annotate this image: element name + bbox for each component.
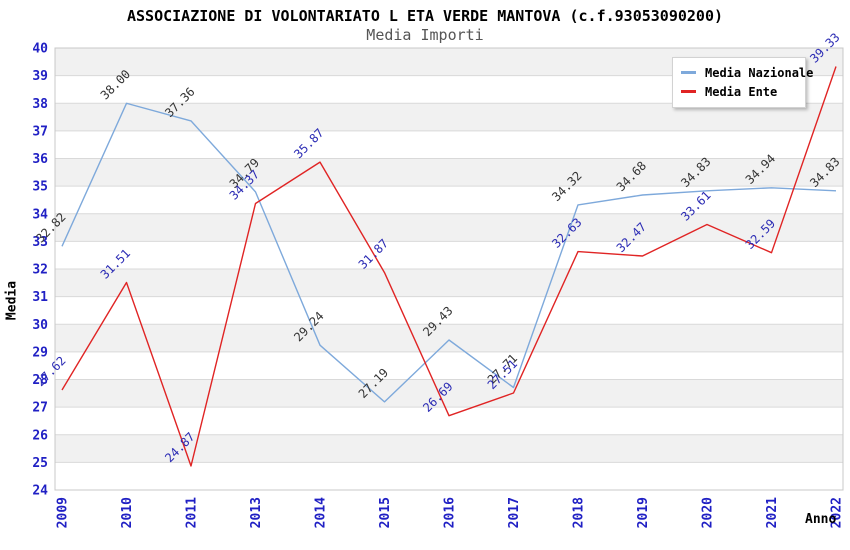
y-tick-label: 27: [32, 401, 48, 416]
y-tick-label: 28: [32, 373, 48, 388]
y-tick-label: 36: [32, 152, 48, 167]
y-tick-label: 33: [32, 235, 48, 250]
x-tick-label: 2022: [830, 497, 845, 528]
x-tick-label: 2019: [636, 497, 651, 528]
x-tick-label: 2020: [701, 497, 716, 528]
y-tick-label: 39: [32, 69, 48, 84]
zebra-band: [55, 213, 843, 242]
x-tick-label: 2021: [765, 497, 780, 528]
x-tick-label: 2009: [56, 497, 71, 528]
x-tick-label: 2010: [120, 497, 135, 528]
y-tick-label: 26: [32, 428, 48, 443]
x-tick-label: 2018: [572, 497, 587, 528]
x-tick-label: 2015: [378, 497, 393, 528]
series-line-media-ente: [61, 66, 837, 467]
x-axis-title: Anno: [805, 512, 837, 527]
zebra-band: [55, 158, 843, 187]
x-tick-label: 2016: [443, 497, 458, 528]
zebra-band: [55, 379, 843, 408]
zebra-band: [55, 324, 843, 352]
y-tick-label: 29: [32, 345, 48, 360]
y-tick-label: 37: [32, 124, 48, 139]
y-tick-label: 24: [32, 484, 48, 499]
y-tick-label: 34: [32, 207, 48, 222]
series-line-media-nazionale: [61, 102, 837, 403]
x-tick-label: 2017: [507, 497, 522, 528]
x-tick-label: 2014: [314, 497, 329, 528]
line-swatch-icon: [681, 71, 696, 74]
legend: Media Nazionale Media Ente: [672, 57, 813, 108]
y-tick-label: 30: [32, 318, 48, 333]
legend-label: Media Ente: [705, 84, 778, 99]
y-tick-label: 35: [32, 180, 48, 195]
plot-border: [54, 47, 844, 491]
y-tick-label: 32: [32, 263, 48, 278]
legend-item-media-nazionale: Media Nazionale: [681, 63, 813, 82]
legend-item-media-ente: Media Ente: [681, 82, 797, 101]
chart-title: ASSOCIAZIONE DI VOLONTARIATO L ETA VERDE…: [126, 7, 724, 25]
y-tick-label: 40: [32, 42, 48, 57]
line-swatch-icon: [681, 90, 696, 93]
zebra-band: [55, 434, 843, 463]
chart-subtitle: Media Importi: [366, 26, 484, 44]
x-tick-label: 2013: [249, 497, 264, 528]
legend-label: Media Nazionale: [705, 65, 814, 80]
y-tick-label: 38: [32, 97, 48, 112]
zebra-band: [55, 269, 843, 297]
y-tick-label: 31: [32, 290, 48, 305]
y-tick-label: 25: [32, 456, 48, 471]
y-axis-title: Media: [4, 280, 20, 321]
x-tick-label: 2011: [185, 497, 200, 528]
